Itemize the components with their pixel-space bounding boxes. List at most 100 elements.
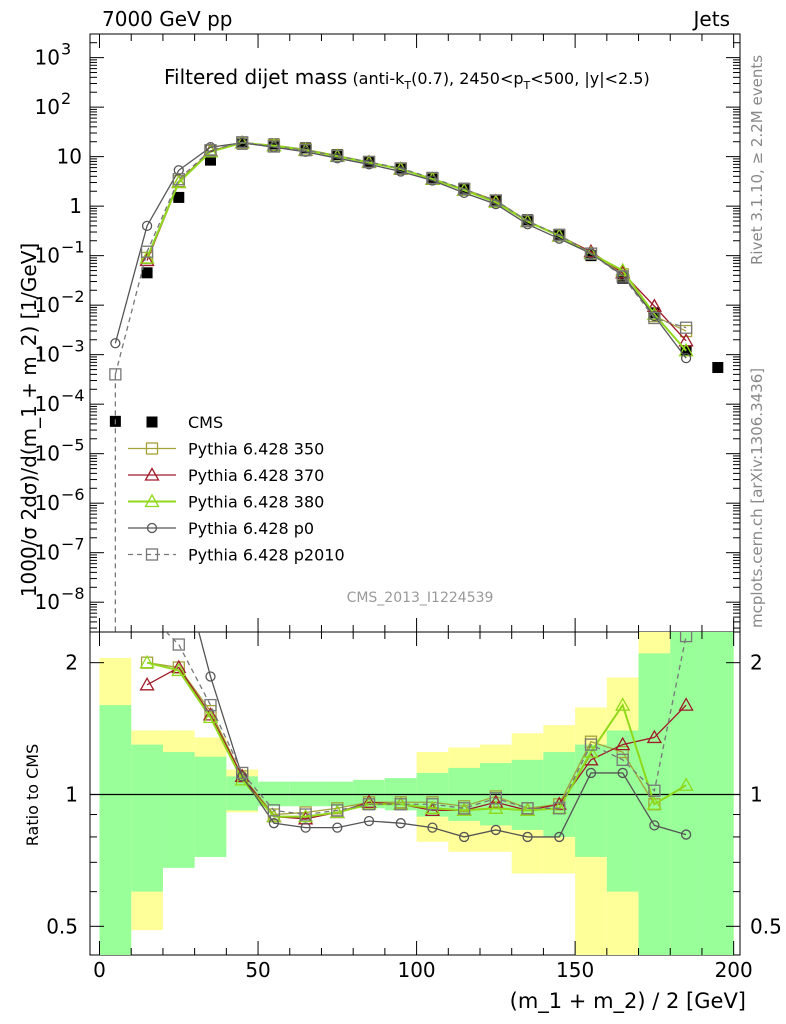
main-point [205, 142, 216, 153]
ratio-series-line [198, 632, 687, 838]
header-left: 7000 GeV pp [102, 7, 233, 31]
legend-marker [144, 493, 160, 508]
main-point [489, 194, 503, 207]
main-ytick-exp: 2 [61, 89, 71, 108]
main-series-1 [140, 136, 693, 338]
main-point [712, 362, 724, 374]
main-ytick-label: 10 [35, 46, 60, 70]
main-point [141, 220, 153, 231]
ratio-point [237, 771, 248, 782]
plot-title-sub-end: <500, |y|<2.5) [530, 69, 649, 88]
ratio-point [395, 818, 406, 829]
ratio-ytick-label-right: 2 [750, 651, 763, 675]
plot-title-main: Filtered dijet mass [164, 65, 347, 89]
main-point [173, 165, 184, 176]
ratio-point [615, 697, 631, 711]
main-ylabel: 1000/σ 2dσ)/d(m_1 + m_2) [1/GeV] [17, 243, 41, 597]
main-point [584, 247, 598, 260]
header-right: Jets [692, 7, 730, 31]
main-point [680, 353, 692, 364]
main-point [394, 162, 407, 175]
main-point [679, 321, 693, 334]
ratio-point [267, 804, 281, 817]
ratio-point [616, 753, 629, 766]
ratio-point [362, 798, 376, 811]
ratio-point [585, 767, 597, 779]
ratio-point [648, 784, 661, 797]
ratio-point [171, 659, 187, 674]
ratio-point [489, 792, 503, 805]
ratio-point [202, 709, 219, 724]
main-point [171, 174, 187, 189]
plot-title-sub-mid: (0.7), 2450<p [411, 69, 523, 88]
main-ytick-exp: −8 [61, 584, 85, 603]
main-series-4 [110, 137, 692, 364]
ratio-point [363, 815, 375, 827]
plot-title-sub-t1: T [403, 79, 411, 92]
ratio-point [268, 818, 280, 829]
main-series-2 [139, 135, 694, 347]
ratio-point [426, 798, 439, 811]
ratio-series-group [139, 632, 694, 843]
main-point [553, 228, 566, 242]
legend-marker [146, 522, 158, 534]
legend-marker [145, 548, 159, 561]
ratio-point [172, 638, 185, 651]
ratio-point [139, 654, 155, 669]
ratio-band-green [162, 752, 195, 868]
ratio-frame [89, 631, 741, 956]
ratio-ytick-label-right: 1 [750, 782, 763, 806]
legend-marker [146, 416, 158, 428]
main-series-3 [139, 135, 694, 357]
main-point [110, 338, 121, 349]
legend-label: Pythia 6.428 p0 [188, 519, 314, 538]
main-point [521, 214, 534, 228]
main-ytick-label: 10 [35, 590, 60, 614]
main-point [266, 138, 282, 152]
ratio-point [490, 824, 502, 836]
main-ytick-label: 10 [35, 541, 60, 565]
ratio-point [458, 831, 470, 843]
legend-marker [145, 442, 159, 455]
ratio-point [521, 802, 534, 815]
ratio-point [616, 745, 629, 759]
main-point [109, 368, 122, 381]
main-point [678, 342, 694, 357]
ratio-ytick-label-right: 0.5 [750, 914, 782, 938]
main-ytick-label: 1 [69, 194, 82, 218]
ratio-ytick-label: 0.5 [46, 914, 78, 938]
ratio-point [394, 798, 407, 811]
main-ytick-exp: −7 [61, 535, 85, 554]
main-point [173, 191, 185, 203]
main-frame [89, 33, 741, 633]
ratio-point [583, 744, 599, 758]
rivet-label: Rivet 3.1.10, ≥ 2.2M events [748, 55, 766, 265]
main-point [649, 310, 660, 322]
main-ytick-exp: −5 [61, 436, 85, 455]
ratio-band-green [99, 705, 132, 955]
main-ytick-label: 10 [35, 491, 60, 515]
legend: CMS Pythia 6.428 350 Pythia 6.428 370 Pythi… [128, 413, 345, 565]
main-point [141, 267, 153, 279]
ratio-point [427, 822, 438, 833]
legend-label: Pythia 6.428 350 [188, 440, 324, 459]
ratio-point [424, 800, 441, 814]
ratio-point [649, 820, 660, 831]
main-point [585, 250, 597, 262]
main-ytick-label: 10 [35, 442, 60, 466]
main-point [140, 245, 154, 258]
ratio-band-green [575, 744, 607, 857]
main-point [299, 144, 312, 157]
main-ytick-exp: 3 [61, 40, 71, 59]
main-point [236, 136, 249, 149]
main-point [139, 252, 155, 267]
main-ytick-label: 10 [35, 244, 60, 268]
main-point [426, 171, 438, 183]
main-point [522, 219, 533, 230]
main-point [458, 187, 470, 199]
ratio-xtick-label: 200 [715, 958, 753, 982]
ratio-band-green [131, 744, 163, 892]
main-point [300, 146, 311, 157]
main-series-line [146, 141, 687, 352]
